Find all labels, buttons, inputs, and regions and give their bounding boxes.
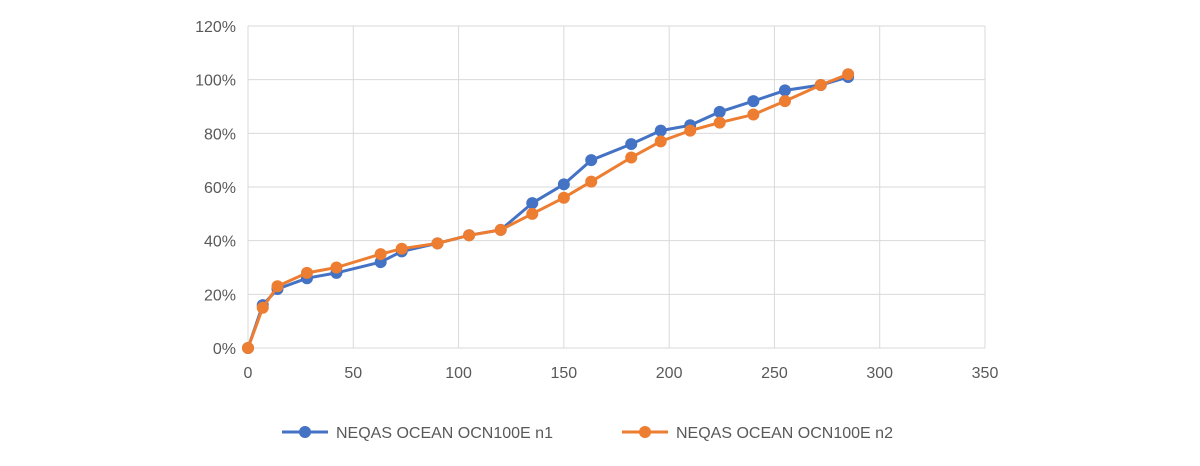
legend-label-series-1: NEQAS OCEAN OCN100E n1 (336, 425, 553, 442)
data-point-series-2 (684, 124, 697, 137)
x-tick-label: 200 (656, 365, 683, 382)
data-point-series-1 (625, 138, 638, 151)
data-point-series-2 (494, 223, 507, 236)
data-point-series-2 (842, 68, 855, 81)
data-point-series-2 (625, 151, 638, 164)
data-point-series-1 (778, 84, 791, 97)
gridlines (247, 25, 986, 349)
y-tick-label: 80% (204, 126, 236, 143)
x-tick-label: 100 (445, 365, 472, 382)
y-tick-label: 120% (195, 19, 236, 36)
x-tick-label: 50 (344, 365, 362, 382)
x-tick-label: 0 (244, 365, 253, 382)
data-point-series-2 (747, 108, 760, 121)
x-tick-label: 300 (866, 365, 893, 382)
y-tick-label: 0% (213, 341, 236, 358)
data-point-series-2 (463, 229, 476, 242)
legend-marker-series-2 (639, 426, 651, 438)
data-point-series-1 (526, 197, 539, 210)
data-point-series-2 (330, 261, 343, 274)
y-tick-label: 60% (204, 180, 236, 197)
axes: 0% 20% 40% 60% 80% 100% 120% 0 50 100 150 200 250 300… (195, 19, 998, 382)
data-point-series-2 (271, 280, 284, 293)
data-point-series-2 (431, 237, 444, 250)
data-point-series-2 (374, 248, 387, 261)
y-tick-label: 40% (204, 234, 236, 251)
data-point-series-2 (395, 242, 408, 255)
y-tick-label: 20% (204, 287, 236, 304)
data-point-series-2 (814, 79, 827, 92)
data-point-series-1 (747, 95, 760, 108)
x-tick-label: 250 (761, 365, 788, 382)
data-point-series-1 (713, 105, 726, 118)
data-point-series-2 (242, 342, 254, 354)
data-point-series-2 (713, 116, 726, 129)
data-point-series-1 (557, 178, 570, 191)
data-point-series-1 (585, 154, 598, 167)
data-point-series-2 (300, 266, 313, 279)
data-point-series-2 (585, 175, 598, 188)
data-point-series-2 (256, 301, 269, 314)
data-point-series-2 (557, 191, 570, 204)
x-tick-label: 150 (551, 365, 578, 382)
x-tick-label: 350 (972, 365, 999, 382)
data-point-series-2 (526, 207, 539, 220)
legend: NEQAS OCEAN OCN100E n1 NEQAS OCEAN OCN100… (282, 425, 893, 442)
legend-marker-series-1 (299, 426, 311, 438)
series-lines (242, 68, 855, 354)
data-point-series-2 (778, 95, 791, 108)
legend-label-series-2: NEQAS OCEAN OCN100E n2 (676, 425, 893, 442)
y-tick-label: 100% (195, 73, 236, 90)
data-point-series-2 (654, 135, 667, 148)
data-point-series-1 (654, 124, 667, 137)
